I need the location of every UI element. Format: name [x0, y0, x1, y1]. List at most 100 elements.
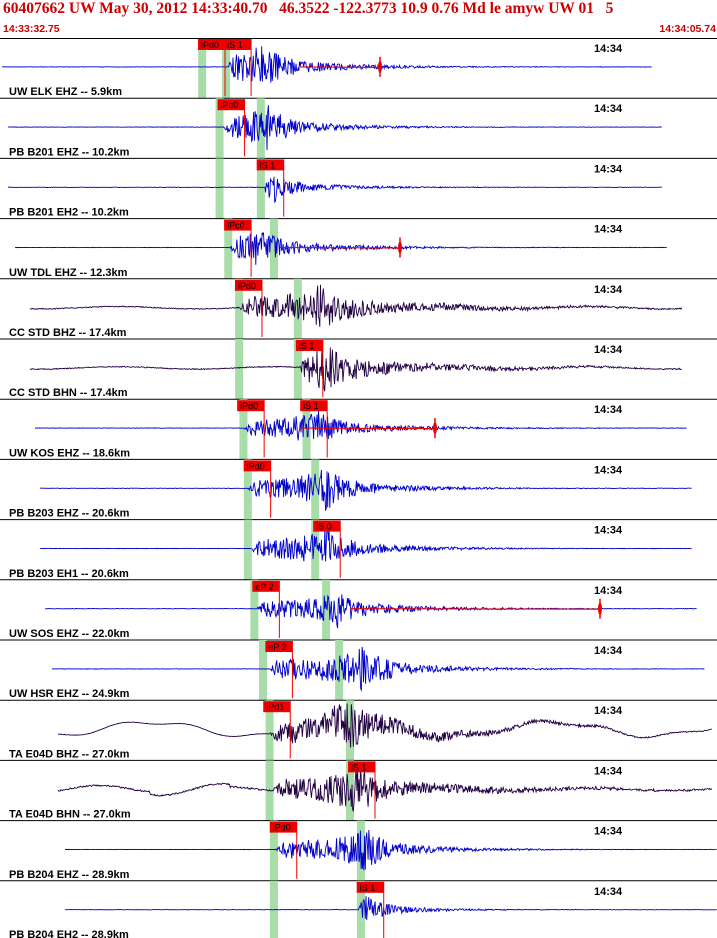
- waveform-trace: [44, 594, 697, 629]
- time-start: 14:33:32.75: [3, 23, 60, 35]
- pick-label: iPd0: [240, 401, 258, 411]
- phase-pick[interactable]: iPc0: [217, 99, 246, 157]
- channel-label: UW KOS EHZ -- 18.6km: [9, 447, 130, 459]
- phase-pick[interactable]: iS 1: [224, 39, 252, 97]
- phase-pick[interactable]: iS 1: [256, 159, 285, 217]
- time-tick-label: 14:34: [594, 705, 623, 717]
- channel-panel: iPc0 14:34 UW TDL EHZ -- 12.3km: [0, 218, 717, 280]
- channel-panel: iPd1 14:34 TA E04D BHZ -- 27.0km: [0, 700, 717, 761]
- time-tick-label: 14:34: [594, 645, 623, 657]
- s-window-band: [256, 158, 265, 219]
- p-window-band: [215, 98, 224, 159]
- channel-label: PB B203 EHZ -- 20.6km: [9, 508, 130, 520]
- waveform-trace: [64, 829, 717, 871]
- channel-panel: iPd0 14:34 PB B204 EHZ -- 28.9km: [0, 820, 717, 882]
- waveform-trace: [39, 469, 692, 511]
- p-window-band: [239, 399, 248, 460]
- waveform-trace: [29, 284, 683, 327]
- pick-label: eP 2: [268, 642, 286, 652]
- time-tick-label: 14:34: [594, 344, 623, 356]
- p-window-band: [250, 579, 259, 640]
- s-window-band: [346, 760, 355, 821]
- pick-flag: [348, 761, 376, 773]
- amplitude-blob: [598, 602, 602, 615]
- channel-panel: iPd0 14:34 CC STD BHZ -- 17.4km: [0, 278, 717, 340]
- waveform-trace: [39, 526, 692, 562]
- waveform-trace: [15, 232, 667, 265]
- p-window-band: [259, 640, 268, 701]
- channel-label: PB B201 EHZ -- 10.2km: [9, 146, 130, 158]
- channel-label: UW ELK EHZ -- 5.9km: [9, 86, 122, 98]
- phase-pick[interactable]: iPc0: [224, 219, 252, 277]
- channel-label: CC STD BHZ -- 17.4km: [9, 327, 127, 339]
- channel-panel: iS 1 14:34 PB B204 EH2 -- 28.9km: [9, 880, 717, 938]
- phase-pick[interactable]: iPd0: [269, 821, 298, 879]
- pick-label: iPd0: [247, 461, 265, 471]
- amplitude-blob: [433, 422, 437, 435]
- channel-panel: iS 1 14:34 PB B201 EH2 -- 10.2km: [0, 158, 717, 220]
- channel-label: CC STD BHN -- 17.4km: [9, 387, 128, 399]
- channel-panel: iPd0 iS 1 14:34 UW KOS EHZ -- 18.6km: [0, 399, 717, 460]
- pick-label: iS 1: [360, 883, 376, 893]
- channel-panel: eP 2 14:34 UW HSR EHZ -- 24.9km: [0, 640, 717, 701]
- pick-label: iPc0: [227, 221, 245, 231]
- theoretical-trace: [349, 608, 601, 610]
- pick-label: iPd0: [273, 823, 291, 833]
- waveform-trace: [7, 105, 662, 151]
- channel-label: PB B203 EH1 -- 20.6km: [9, 568, 129, 580]
- phase-pick[interactable]: iS 1: [300, 400, 328, 458]
- phase-pick[interactable]: iS 1: [348, 761, 376, 819]
- pick-flag: [224, 39, 252, 50]
- waveform-trace: [29, 347, 682, 392]
- pick-flag: [237, 400, 265, 412]
- channel-label: TA E04D BHZ -- 27.0km: [9, 748, 130, 760]
- phase-pick[interactable]: iPd0: [237, 400, 265, 458]
- waveform-trace: [2, 46, 652, 83]
- time-tick-label: 14:34: [594, 103, 623, 115]
- p-window-band: [243, 519, 252, 580]
- pick-label: iPc0: [221, 100, 239, 110]
- phase-pick[interactable]: iS 0: [313, 520, 341, 578]
- phase-pick[interactable]: eP 2: [265, 641, 293, 699]
- time-tick-label: 14:34: [594, 284, 623, 296]
- event-title: 60407662 UW May 30, 2012 14:33:40.70 46.…: [3, 0, 614, 17]
- header: 60407662 UW May 30, 2012 14:33:40.70 46.…: [0, 0, 717, 38]
- s-window-band: [269, 218, 278, 279]
- phase-pick[interactable]: iS 1: [295, 340, 324, 398]
- channel-label: UW TDL EHZ -- 12.3km: [9, 267, 128, 279]
- p-window-band: [224, 218, 233, 279]
- channel-panel: eP 2 14:34 UW SOS EHZ -- 22.0km: [0, 579, 717, 641]
- amplitude-blob: [398, 241, 402, 254]
- s-window-band: [346, 700, 355, 761]
- waveform-trace: [51, 646, 705, 692]
- time-tick-label: 14:34: [594, 886, 623, 898]
- phase-pick[interactable]: iS 1: [356, 881, 385, 938]
- s-window-band: [322, 579, 331, 640]
- channel-label: PB B201 EH2 -- 10.2km: [9, 207, 129, 219]
- pick-flag: [224, 219, 252, 231]
- s-window-band: [356, 880, 365, 938]
- pick-label: iPd0: [238, 281, 256, 291]
- phase-pick[interactable]: iPd1: [263, 701, 291, 759]
- pick-label: iS 1: [260, 160, 276, 170]
- pick-flag: [256, 159, 284, 171]
- phase-pick[interactable]: eP 2: [252, 580, 280, 638]
- time-tick-label: 14:34: [594, 585, 623, 597]
- amplitude-blob: [378, 60, 382, 73]
- pick-label: iS 1: [303, 401, 319, 411]
- pick-flag: [269, 821, 297, 833]
- pick-flag: [198, 39, 226, 50]
- channel-panel: iPc0 14:34 PB B201 EHZ -- 10.2km: [0, 98, 717, 159]
- time-tick-label: 14:34: [594, 525, 623, 537]
- theoretical-trace: [299, 427, 436, 430]
- channel-label: TA E04D BHN -- 27.0km: [9, 809, 131, 821]
- pick-label: iS 0: [316, 522, 332, 532]
- time-tick-label: 14:34: [594, 765, 623, 777]
- phase-pick[interactable]: iPd0: [243, 460, 272, 518]
- pick-flag: [295, 340, 323, 351]
- pick-flag: [313, 520, 341, 532]
- phase-pick[interactable]: iPd0: [234, 279, 263, 337]
- pick-label: iS 1: [227, 40, 243, 50]
- channel-panel: iS 1 14:34 CC STD BHN -- 17.4km: [0, 339, 717, 400]
- p-window-band: [235, 339, 244, 400]
